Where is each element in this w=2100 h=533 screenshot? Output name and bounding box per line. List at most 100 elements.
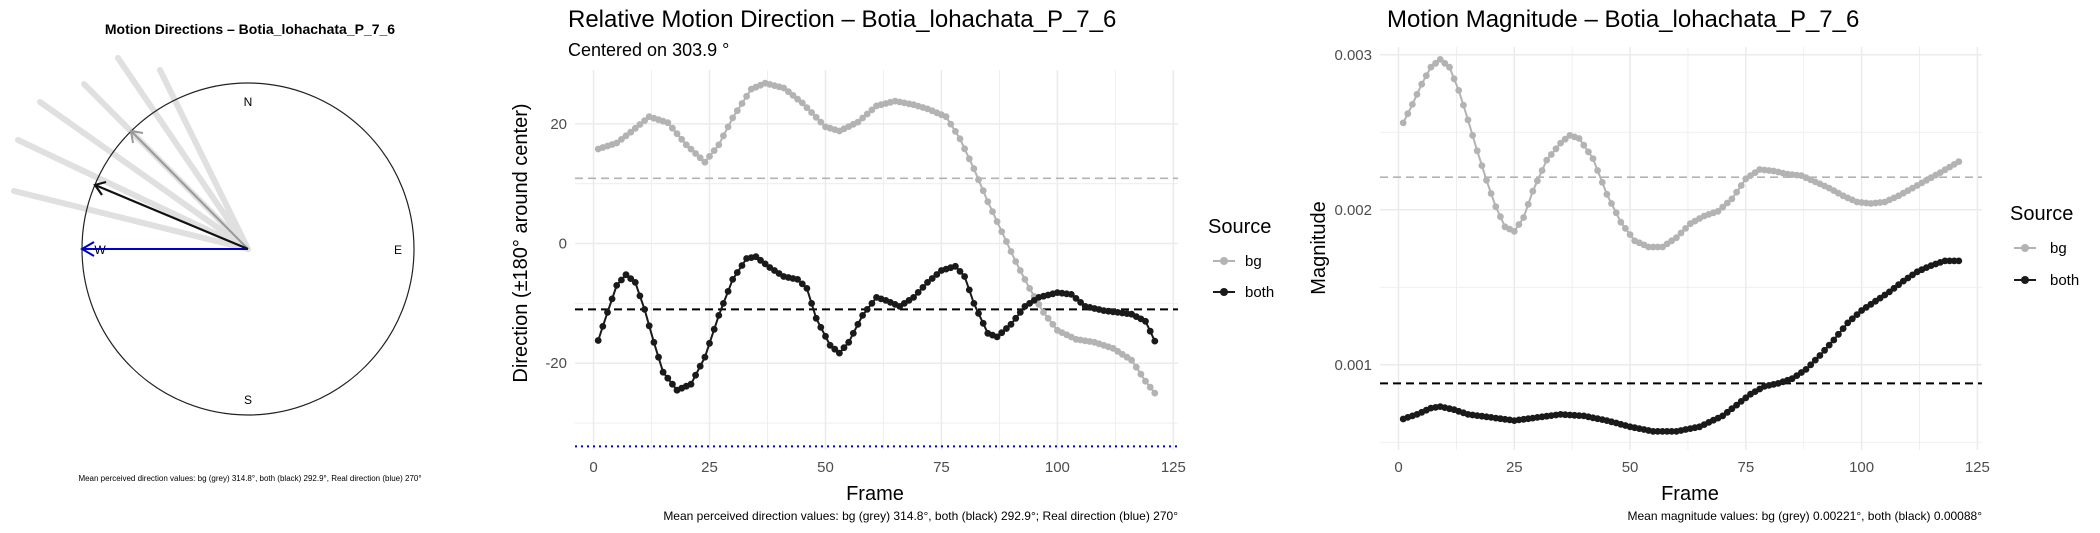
bg-data-point [854, 118, 862, 126]
bg-data-point [956, 135, 964, 143]
both-data-point [757, 256, 764, 264]
y-tick-label: 0.003 [1334, 47, 1372, 64]
both-data-point [928, 275, 936, 282]
y-tick-label: 0.002 [1334, 202, 1372, 219]
both-data-point [914, 289, 922, 296]
bg-data-point [979, 187, 987, 195]
bg-data-point [1608, 200, 1615, 207]
magnitude-legend-both-label: both [2050, 272, 2079, 289]
magnitude-chart-title: Motion Magnitude – Botia_lohachata_P_7_6 [1387, 6, 1859, 33]
x-tick-label: 75 [933, 459, 950, 476]
bg-data-point [1487, 190, 1495, 197]
bg-data-point [743, 92, 750, 100]
both-data-point [720, 300, 727, 307]
magnitude-legend-bg-label: bg [2050, 240, 2067, 257]
x-tick-label: 125 [1965, 459, 1990, 476]
magnitude-legend-bg-marker [2021, 244, 2029, 252]
both-series-line [1402, 259, 1959, 433]
direction-legend-bg-marker [1220, 257, 1228, 265]
bg-data-point [1432, 59, 1439, 67]
bg-data-point [1589, 155, 1597, 163]
bg-data-point [1723, 199, 1731, 207]
magnitude-legend-title: Source [2010, 203, 2073, 225]
bg-data-point [803, 104, 811, 112]
bg-data-point [669, 124, 676, 132]
bg-data-point [1626, 231, 1634, 239]
both-data-point [822, 332, 829, 340]
both-data-point [618, 276, 625, 284]
magnitude-mean-lines [1380, 176, 1982, 385]
bg-data-point [641, 117, 648, 124]
bg-data-point [975, 176, 982, 184]
both-data-point [733, 269, 741, 276]
both-series [594, 253, 1159, 394]
both-data-point [1151, 337, 1159, 345]
bg-data-point [1450, 75, 1458, 83]
bg-data-point [1955, 158, 1963, 166]
both-data-point [608, 295, 616, 303]
bg-data-point [1682, 225, 1689, 232]
direction-mean-lines [575, 177, 1178, 448]
bg-data-point [729, 114, 737, 122]
direction-legend-both-label: both [1245, 284, 1274, 301]
bg-data-point [627, 128, 635, 136]
both-data-point [655, 353, 662, 361]
both-data-point [1853, 311, 1861, 318]
direction-x-axis-label: Frame [846, 483, 904, 505]
bg-series-line [597, 82, 1156, 394]
both-data-point [1146, 327, 1154, 335]
direction-legend: Source bg both [1208, 216, 1274, 301]
compass-north-label: N [244, 95, 253, 109]
magnitude-chart-grid [1380, 47, 1982, 450]
both-data-point [613, 282, 621, 289]
y-tick-label: 0.001 [1334, 357, 1372, 374]
bg-data-point [715, 141, 723, 149]
bg-data-point [1132, 363, 1140, 371]
both-data-point [798, 280, 806, 288]
bg-data-point [863, 110, 871, 118]
bg-data-point [1003, 238, 1010, 245]
both-data-point [599, 323, 607, 330]
both-data-point [975, 310, 982, 317]
x-tick-label: 25 [1506, 459, 1523, 476]
bg-data-point [738, 100, 746, 107]
both-data-point [724, 288, 732, 295]
both-mean-arrow [93, 180, 249, 251]
both-data-point [919, 284, 927, 291]
both-data-point [836, 349, 843, 357]
both-data-point [1072, 295, 1080, 302]
both-data-point [956, 268, 964, 275]
direction-y-axis-label: Direction (±180° around center) [510, 103, 532, 382]
bg-data-point [710, 147, 718, 155]
bg-data-point [733, 107, 741, 115]
both-data-point [650, 338, 658, 346]
bg-data-point [1007, 248, 1015, 255]
bg-data-point [692, 150, 699, 157]
both-data-point [1816, 352, 1824, 359]
bg-data-point [1728, 195, 1736, 203]
both-data-point [710, 325, 718, 333]
both-data-point [1830, 336, 1838, 344]
bg-data-point [947, 120, 955, 128]
bg-data-point [1529, 187, 1537, 195]
bg-data-point [678, 135, 686, 143]
bg-data-point [631, 124, 639, 132]
both-data-point [696, 362, 704, 370]
bg-data-point [1446, 63, 1453, 71]
bg-data-point [682, 141, 690, 149]
bg-data-point [789, 92, 797, 99]
both-data-point [859, 312, 866, 319]
both-data-point [808, 300, 815, 307]
bg-data-point [998, 228, 1006, 236]
both-data-point [993, 333, 1001, 341]
magnitude-legend-both-marker [2021, 276, 2029, 284]
both-data-point [1733, 401, 1740, 409]
both-series-line [597, 255, 1156, 392]
x-tick-label: 75 [1737, 459, 1754, 476]
direction-chart-subtitle: Centered on 303.9 ° [568, 40, 729, 60]
bg-data-point [1436, 56, 1444, 63]
bg-data-point [664, 119, 672, 127]
both-data-point [664, 374, 672, 382]
both-data-point [1723, 408, 1731, 416]
both-data-point [961, 273, 968, 280]
